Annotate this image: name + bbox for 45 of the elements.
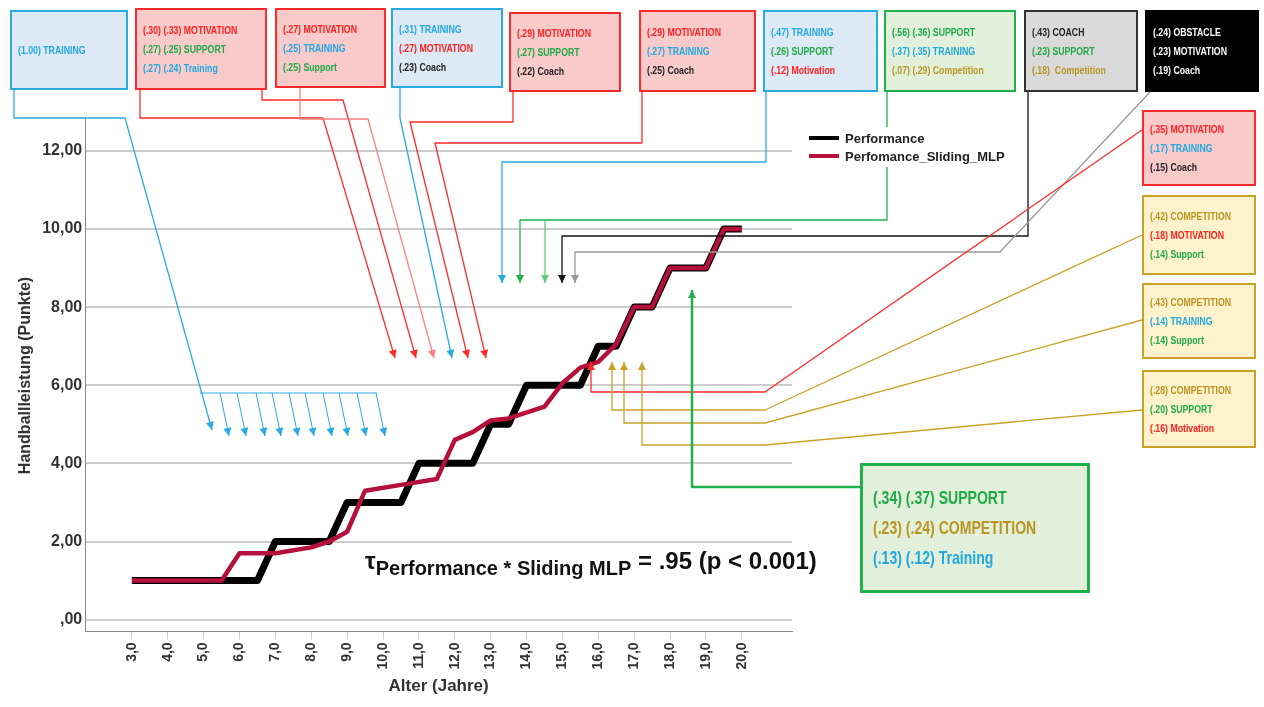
text: (.24) OBSTACLE (.23) MOTIVATION (.19) Coach xyxy=(1153,24,1228,78)
text: (1.00) TRAINING xyxy=(18,42,87,58)
annotation: τ$_{Performance * Sliding MLP}$ = .95 (p < 0.001) xyxy=(365,547,817,580)
legend-label: Performance xyxy=(845,130,925,146)
x-tick-label: 20,0 xyxy=(732,642,749,670)
x-tick-label: 16,0 xyxy=(589,642,606,670)
y-tick-label: 8,00 xyxy=(51,297,83,315)
x-tick-label: 7,0 xyxy=(266,642,283,662)
x-tick-label: 11,0 xyxy=(409,642,426,669)
x-tick-label: 15,0 xyxy=(553,642,570,670)
legend-label: Perfomance_Sliding_MLP xyxy=(845,148,1005,164)
x-tick-label: 8,0 xyxy=(302,642,319,662)
x-tick-label: 14,0 xyxy=(517,642,534,670)
text: (.31) TRAINING (.27) MOTIVATION (.23) Coach xyxy=(399,21,473,75)
text: (.47) TRAINING (.26) SUPPORT (.12) Motivation xyxy=(771,24,837,78)
y-tick-label: 10,00 xyxy=(42,219,83,237)
x-tick-label: 6,0 xyxy=(230,642,247,662)
text: (.43) COMPETITION (.14) TRAINING (.14) Support xyxy=(1150,294,1232,348)
x-tick-label: 5,0 xyxy=(194,642,211,662)
x-tick-label: 10,0 xyxy=(373,642,390,670)
text: (.27) MOTIVATION (.25) TRAINING (.25) Support xyxy=(283,21,357,75)
text: (.29) MOTIVATION (.27) TRAINING (.25) Coach xyxy=(647,24,722,78)
x-tick-label: 9,0 xyxy=(337,642,354,662)
y-tick-label: 2,00 xyxy=(51,531,83,549)
text: (.29) MOTIVATION (.27) SUPPORT (.22) Coach xyxy=(517,25,591,79)
text: (.28) COMPETITION (.20) SUPPORT (.16) Motivation xyxy=(1150,382,1232,436)
x-axis-title: Alter (Jahre) xyxy=(388,676,489,696)
x-tick-label: 13,0 xyxy=(481,642,498,670)
y-tick-label: ,00 xyxy=(59,610,83,628)
x-tick-label: 3,0 xyxy=(122,642,139,662)
x-tick-label: 12,0 xyxy=(445,642,462,670)
x-tick-label: 17,0 xyxy=(625,642,641,670)
text: (.43) COACH (.23) SUPPORT (.18) Competition xyxy=(1032,24,1107,78)
text: (.30) (.33) MOTIVATION (.27) (.25) SUPPORT (.27) (.24) Training xyxy=(143,22,238,76)
y-axis-title: Handballleistung (Punkte) xyxy=(16,276,34,475)
y-tick-label: 6,00 xyxy=(51,375,83,393)
x-tick-label: 4,0 xyxy=(158,642,175,662)
text: (.42) COMPETITION (.18) MOTIVATION (.14) Support xyxy=(1150,208,1232,262)
y-tick-label: 4,00 xyxy=(51,453,83,471)
y-tick-label: 12,00 xyxy=(42,141,83,159)
text: (.34) (.37) SUPPORT (.23) (.24) COMPETITION (.13) (.12) Training xyxy=(873,486,1037,570)
x-tick-label: 19,0 xyxy=(696,642,713,670)
x-tick-label: 18,0 xyxy=(660,642,677,670)
text: (.35) MOTIVATION (.17) TRAINING (.15) Coach xyxy=(1150,121,1225,175)
text: (.56) (.36) SUPPORT (.37) (.35) TRAINING (.07) (.29) Competition xyxy=(892,24,984,78)
